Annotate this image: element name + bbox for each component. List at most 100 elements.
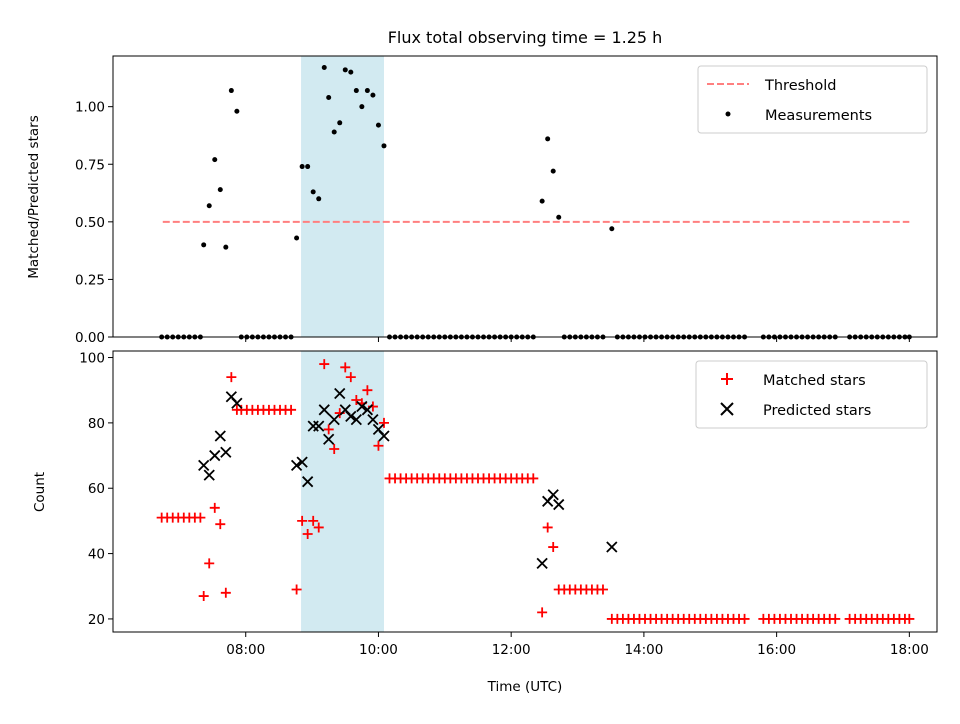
predicted-star-marker <box>361 404 374 416</box>
x-tick-label: 10:00 <box>359 642 398 658</box>
matched-star-marker <box>537 607 548 618</box>
x-tick-label: 14:00 <box>624 642 663 658</box>
matched-star-marker <box>297 515 308 526</box>
predicted-star-marker <box>198 459 210 471</box>
predicted-legend-label: Predicted stars <box>763 403 871 419</box>
predicted-star-marker <box>334 387 346 400</box>
measurement-point <box>305 164 311 170</box>
y-tick-label: 80 <box>88 416 105 432</box>
matched-star-marker <box>220 587 231 598</box>
predicted-star-marker <box>313 420 325 432</box>
matched-stars-points <box>156 359 915 624</box>
measurement-point <box>299 164 305 170</box>
matched-star-marker <box>226 372 237 383</box>
bottom-x-axis-label: Time (UTC) <box>487 679 563 695</box>
matched-star-marker <box>345 372 356 383</box>
y-tick-label: 0.00 <box>75 330 105 346</box>
matched-star-marker <box>373 440 384 451</box>
matched-star-marker <box>308 515 319 526</box>
y-tick-label: 60 <box>88 481 105 497</box>
measurement-point <box>321 65 327 71</box>
matched-star-marker <box>198 591 209 602</box>
matched-star-marker <box>313 522 324 533</box>
bottom-shaded-span <box>301 351 384 632</box>
matched-star-marker <box>209 502 220 513</box>
top-y-ticks: 0.00 0.25 0.50 0.75 1.00 <box>75 100 113 346</box>
matched-star-marker <box>291 584 302 595</box>
predicted-star-marker <box>220 446 232 458</box>
predicted-star-marker <box>345 410 357 422</box>
predicted-star-marker <box>356 400 368 413</box>
measurement-point <box>609 226 615 232</box>
measurements-legend-swatch <box>725 111 731 117</box>
top-y-axis-label: Matched/Predicted stars <box>26 115 42 278</box>
measurement-point <box>294 235 300 241</box>
predicted-star-marker <box>302 476 314 488</box>
predicted-star-marker <box>378 430 390 442</box>
x-tick-label: 16:00 <box>757 642 796 658</box>
top-legend-box <box>697 65 928 134</box>
bottom-legend-box <box>695 360 928 429</box>
bottom-legend: Matched stars Predicted stars <box>695 360 928 429</box>
measurement-point <box>370 92 376 98</box>
predicted-star-marker <box>290 459 303 471</box>
matched-star-marker <box>548 542 559 553</box>
top-shaded-span <box>301 56 384 337</box>
x-tick-label: 08:00 <box>226 642 265 658</box>
matched-star-marker <box>378 417 389 428</box>
y-tick-label: 0.75 <box>75 157 105 173</box>
measurement-point <box>201 242 207 248</box>
measurement-point <box>545 136 551 142</box>
predicted-star-marker <box>323 433 335 445</box>
matched-star-marker <box>904 613 915 624</box>
x-tick-label: 12:00 <box>492 642 531 658</box>
predicted-legend-swatch <box>720 402 734 416</box>
matched-star-marker <box>597 584 608 595</box>
matched-star-marker <box>362 385 373 396</box>
measurement-point <box>326 94 332 100</box>
matched-star-marker <box>302 528 313 539</box>
matched-star-marker <box>215 519 226 530</box>
predicted-star-marker <box>296 456 308 468</box>
top-panel: Flux total observing time = 1.25 h 0.00 0… <box>26 28 938 346</box>
measurement-point <box>212 157 218 163</box>
measurement-point <box>217 187 223 193</box>
predicted-star-marker <box>367 413 379 426</box>
matched-legend-swatch <box>721 373 733 385</box>
bottom-panel: 20 40 60 80 100 08:00 10:00 12:00 14:00 16:00 18:… <box>32 350 938 695</box>
measurement-point <box>310 189 316 195</box>
measurement-point <box>331 129 337 135</box>
y-tick-label: 100 <box>79 351 105 367</box>
bottom-x-ticks: 08:00 10:00 12:00 14:00 16:00 18:00 <box>226 632 929 658</box>
predicted-star-marker <box>606 541 618 553</box>
predicted-star-marker <box>350 413 362 426</box>
predicted-star-marker <box>553 498 565 511</box>
predicted-star-marker <box>214 430 226 442</box>
predicted-star-marker <box>318 404 330 416</box>
measurement-point <box>539 198 545 204</box>
top-legend: Threshold Measurements <box>697 65 928 134</box>
y-tick-label: 0.50 <box>75 215 105 231</box>
predicted-star-marker <box>547 489 559 501</box>
top-title: Flux total observing time = 1.25 h <box>388 28 663 47</box>
measurement-point <box>223 244 229 250</box>
threshold-legend-label: Threshold <box>764 78 836 94</box>
measurement-point <box>348 69 354 75</box>
matched-star-marker <box>528 473 539 484</box>
measurement-point <box>556 214 562 220</box>
measurement-point <box>381 143 387 149</box>
y-tick-label: 1.00 <box>75 100 105 116</box>
predicted-star-marker <box>536 557 548 570</box>
matched-star-marker <box>323 424 334 435</box>
matched-star-marker <box>204 558 215 569</box>
predicted-star-marker <box>203 469 215 481</box>
bottom-y-ticks: 20 40 60 80 100 <box>79 351 113 628</box>
matched-star-marker <box>830 613 841 624</box>
matched-star-marker <box>351 395 362 406</box>
matched-star-marker <box>329 444 340 455</box>
matched-star-marker <box>286 404 297 415</box>
measurement-point <box>206 203 212 209</box>
measurement-point <box>234 108 240 114</box>
measurement-point <box>550 168 556 174</box>
